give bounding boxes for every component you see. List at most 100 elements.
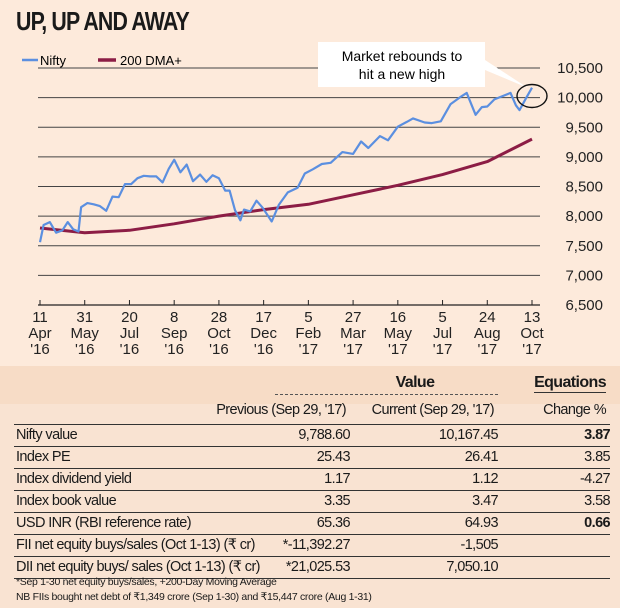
x-tick-month: Mar xyxy=(340,325,366,342)
row-current: 7,050.10 xyxy=(446,559,498,575)
x-tick-day: 27 xyxy=(345,309,362,326)
table-row: Index dividend yield 1.17 1.12 -4.27 xyxy=(14,468,611,491)
row-previous: 25.43 xyxy=(316,449,351,465)
x-tick-year: '16 xyxy=(120,341,140,358)
y-tick-label: 7,500 xyxy=(565,238,603,255)
row-change: -4.27 xyxy=(579,471,611,487)
row-previous: 3.35 xyxy=(324,493,350,509)
x-tick-month: Jul xyxy=(120,325,139,342)
y-tick-label: 10,000 xyxy=(557,90,603,107)
table-header-band xyxy=(0,366,620,404)
x-tick-year: '17 xyxy=(522,341,542,358)
footnote-2: NB FIIs bought net debt of ₹1,349 crore … xyxy=(16,591,372,603)
equations-header: Equations xyxy=(534,374,607,393)
legend-dma-label: 200 DMA+ xyxy=(120,53,182,68)
table-row: FII net equity buys/sales (Oct 1-13) (₹ … xyxy=(14,534,610,557)
row-change: 3.58 xyxy=(584,493,610,509)
x-tick-month: May xyxy=(71,325,100,342)
y-tick-label: 6,500 xyxy=(565,297,603,314)
y-tick-label: 8,000 xyxy=(565,208,603,225)
x-tick-day: 13 xyxy=(524,309,541,326)
annotation-callout: Market rebounds to hit a new high xyxy=(318,42,548,109)
col-current-header: Current (Sep 29, '17) xyxy=(371,402,495,418)
x-tick-year: '16 xyxy=(164,341,184,358)
x-tick-day: 5 xyxy=(304,309,312,326)
x-tick-year: '17 xyxy=(343,341,363,358)
row-change: 3.87 xyxy=(584,427,610,443)
x-tick-year: '16 xyxy=(75,341,95,358)
row-current: 3.47 xyxy=(472,493,498,509)
row-current: 26.41 xyxy=(464,449,499,465)
y-tick-label: 9,000 xyxy=(565,149,603,166)
row-previous: 1.17 xyxy=(324,471,350,487)
x-tick-month: May xyxy=(384,325,413,342)
footnote-1: *Sep 1-30 net equity buys/sales, +200-Da… xyxy=(16,576,277,588)
value-group-header: Value xyxy=(395,374,435,391)
chart-title: UP, UP AND AWAY xyxy=(16,6,190,36)
x-tick-day: 11 xyxy=(32,309,48,326)
x-tick-year: '16 xyxy=(30,341,50,358)
table-bottom-rule xyxy=(14,578,610,579)
row-label: FII net equity buys/sales (Oct 1-13) (₹ … xyxy=(16,537,255,553)
x-tick-month: Jul xyxy=(433,325,452,342)
y-tick-label: 8,500 xyxy=(565,179,603,196)
x-tick-month: Oct xyxy=(520,325,544,342)
row-label: Index book value xyxy=(16,493,117,509)
x-tick-year: '17 xyxy=(388,341,408,358)
row-label: Nifty value xyxy=(16,427,78,443)
row-previous: *21,025.53 xyxy=(285,559,351,575)
x-tick-day: 8 xyxy=(170,309,178,326)
x-tick-day: 31 xyxy=(76,309,93,326)
highlight-circle xyxy=(516,83,548,109)
row-label: USD INR (RBI reference rate) xyxy=(16,515,192,531)
x-tick-month: Apr xyxy=(28,325,51,342)
value-header-divider xyxy=(275,394,498,395)
row-change: 3.85 xyxy=(584,449,610,465)
legend-nifty-label: Nifty xyxy=(40,53,67,68)
col-change-header: Change % xyxy=(543,402,607,418)
row-current: 64.93 xyxy=(464,515,499,531)
row-current: 1.12 xyxy=(472,471,498,487)
y-tick-label: 10,500 xyxy=(557,60,603,77)
x-tick-year: '17 xyxy=(433,341,453,358)
row-label: DII net equity buys/ sales (Oct 1-13) (₹… xyxy=(16,559,261,575)
x-tick-day: 5 xyxy=(438,309,446,326)
row-previous: *-11,392.27 xyxy=(282,537,351,553)
legend: Nifty 200 DMA+ xyxy=(22,53,182,68)
x-tick-day: 20 xyxy=(121,309,138,326)
x-tick-day: 28 xyxy=(211,309,228,326)
y-tick-label: 9,500 xyxy=(565,119,603,136)
x-tick-month: Oct xyxy=(207,325,231,342)
row-label: Index dividend yield xyxy=(16,471,132,487)
row-previous: 65.36 xyxy=(316,515,351,531)
x-tick-year: '17 xyxy=(299,341,319,358)
row-label: Index PE xyxy=(16,449,71,465)
table-row: USD INR (RBI reference rate) 65.36 64.93 0.… xyxy=(14,512,611,535)
row-previous: 9,788.60 xyxy=(298,427,350,443)
x-tick-month: Dec xyxy=(250,325,277,342)
callout-line-1: Market rebounds to xyxy=(342,48,463,64)
nifty-chart: 10,500 10,000 9,500 9,000 8,500 8,000 7,500 7,0… xyxy=(22,42,603,358)
x-tick-day: 16 xyxy=(389,309,406,326)
row-current: -1,505 xyxy=(460,537,498,553)
y-tick-label: 7,000 xyxy=(565,267,603,284)
data-table: Value Equations Previous (Sep 29, '17) C… xyxy=(0,366,620,608)
callout-box xyxy=(318,42,528,88)
x-tick-month: Sep xyxy=(161,325,188,342)
table-row: Nifty value 9,788.60 10,167.45 3.87 xyxy=(14,424,611,447)
x-tick-day: 24 xyxy=(479,309,496,326)
x-tick-month: Aug xyxy=(474,325,501,342)
table-row: DII net equity buys/ sales (Oct 1-13) (₹… xyxy=(14,556,610,579)
col-previous-header: Previous (Sep 29, '17) xyxy=(216,402,346,418)
x-tick-day: 17 xyxy=(255,309,272,326)
x-tick-month: Feb xyxy=(295,325,321,342)
row-change: 0.66 xyxy=(584,515,610,531)
x-tick-year: '17 xyxy=(477,341,497,358)
x-tick-year: '16 xyxy=(254,341,274,358)
x-tick-year: '16 xyxy=(209,341,229,358)
nifty-line xyxy=(38,87,533,243)
row-current: 10,167.45 xyxy=(438,427,499,443)
table-row: Index book value 3.35 3.47 3.58 xyxy=(14,490,611,513)
dma-line xyxy=(39,137,533,235)
